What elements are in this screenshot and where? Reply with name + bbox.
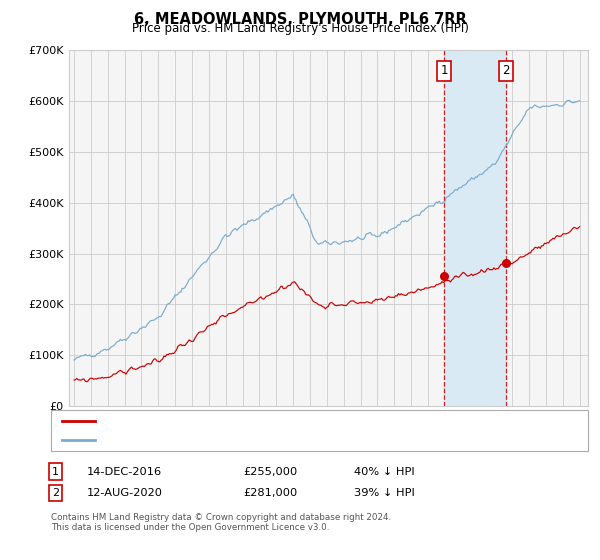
Text: Contains HM Land Registry data © Crown copyright and database right 2024.: Contains HM Land Registry data © Crown c… <box>51 513 391 522</box>
Bar <box>444 50 506 406</box>
Text: Price paid vs. HM Land Registry's House Price Index (HPI): Price paid vs. HM Land Registry's House … <box>131 22 469 35</box>
Text: 1: 1 <box>440 64 448 77</box>
Text: £281,000: £281,000 <box>243 488 297 498</box>
Text: This data is licensed under the Open Government Licence v3.0.: This data is licensed under the Open Gov… <box>51 523 329 532</box>
Text: 39% ↓ HPI: 39% ↓ HPI <box>354 488 415 498</box>
Text: 6, MEADOWLANDS, PLYMOUTH, PL6 7RR (detached house): 6, MEADOWLANDS, PLYMOUTH, PL6 7RR (detac… <box>102 417 422 426</box>
Text: 6, MEADOWLANDS, PLYMOUTH, PL6 7RR: 6, MEADOWLANDS, PLYMOUTH, PL6 7RR <box>134 12 466 27</box>
Text: 2: 2 <box>502 64 509 77</box>
Text: 40% ↓ HPI: 40% ↓ HPI <box>354 466 415 477</box>
Text: 12-AUG-2020: 12-AUG-2020 <box>87 488 163 498</box>
Text: 1: 1 <box>52 466 59 477</box>
Text: £255,000: £255,000 <box>243 466 297 477</box>
Text: 2: 2 <box>52 488 59 498</box>
Text: HPI: Average price, detached house, South Hams: HPI: Average price, detached house, Sout… <box>102 435 371 445</box>
Text: 14-DEC-2016: 14-DEC-2016 <box>87 466 162 477</box>
